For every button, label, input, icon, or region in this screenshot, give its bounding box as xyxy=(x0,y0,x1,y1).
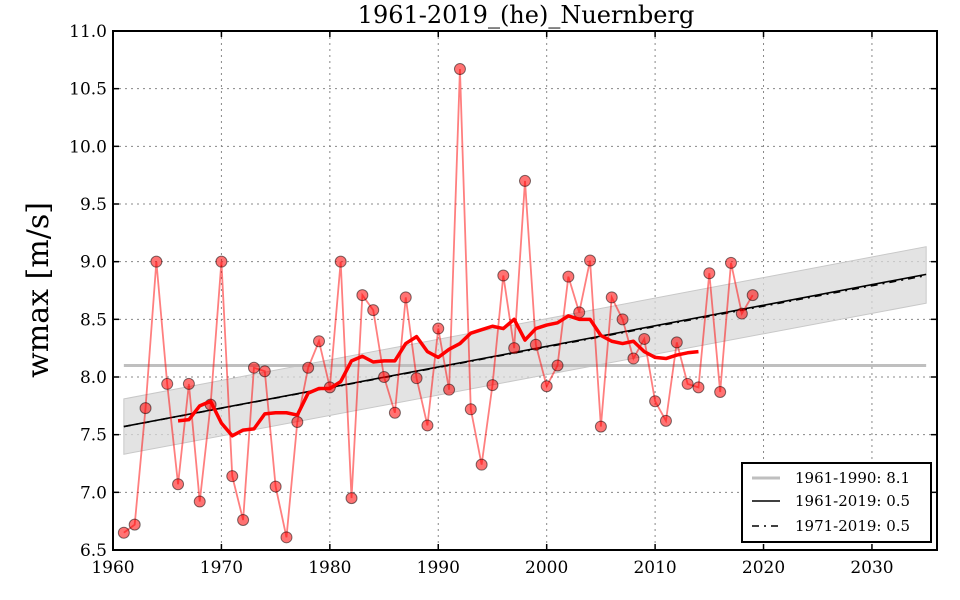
data-point xyxy=(410,372,423,385)
data-point xyxy=(269,480,282,493)
data-point xyxy=(670,336,683,349)
trend-line-1971-2019 xyxy=(123,274,927,428)
data-point xyxy=(432,322,445,335)
data-point xyxy=(356,289,369,302)
data-point xyxy=(421,419,434,432)
data-point xyxy=(443,383,456,396)
trend-layer xyxy=(123,273,927,428)
chart-title: 1961-2019_(he)_Nuernberg xyxy=(358,1,695,29)
legend-label-trend-dashed: 1971-2019: 0.5 xyxy=(795,517,910,535)
y-tick-label: 7.5 xyxy=(80,426,107,446)
y-tick-label: 6.5 xyxy=(80,541,107,561)
data-point xyxy=(475,458,488,471)
data-point xyxy=(529,338,542,351)
y-tick-label: 8.5 xyxy=(80,310,107,330)
y-axis-label: wmax [m/s] xyxy=(21,202,56,378)
data-point xyxy=(313,335,325,348)
legend-label-baseline: 1961-1990: 8.1 xyxy=(795,469,910,487)
y-tick-label: 10.5 xyxy=(69,80,107,100)
x-tick-label: 1980 xyxy=(308,558,351,578)
data-point xyxy=(291,415,304,428)
data-point xyxy=(562,270,575,283)
data-point xyxy=(746,289,759,302)
running-mean-layer xyxy=(177,314,699,438)
x-tick-label: 2030 xyxy=(850,558,893,578)
y-tick-label: 8.0 xyxy=(80,368,107,388)
y-tick-label: 7.0 xyxy=(80,483,107,503)
data-point xyxy=(258,365,271,378)
legend-label-trend-solid: 1961-2019: 0.5 xyxy=(795,492,910,510)
data-point xyxy=(725,256,737,269)
x-tick-label: 1970 xyxy=(200,558,243,578)
data-point xyxy=(226,470,239,483)
legend-box xyxy=(741,462,932,543)
data-point xyxy=(182,377,195,390)
data-point xyxy=(302,361,315,374)
y-tick-label: 11.0 xyxy=(69,22,107,42)
data-point xyxy=(399,291,412,304)
data-point xyxy=(486,379,499,392)
data-point xyxy=(161,377,174,390)
data-point xyxy=(627,352,640,365)
data-point xyxy=(388,406,401,419)
trend-line-1961-2019 xyxy=(123,273,927,428)
data-point xyxy=(594,420,607,433)
x-tick-label: 2020 xyxy=(742,558,785,578)
data-point xyxy=(193,495,206,508)
y-tick-label: 9.0 xyxy=(80,253,107,273)
data-point xyxy=(519,174,531,187)
axis-ticks: 1960 1970 1980 1990 2000 2010 2020 2030 6.5 7.0 7.… xyxy=(69,22,937,578)
data-point xyxy=(345,492,358,505)
data-point xyxy=(367,304,380,317)
data-point xyxy=(453,63,466,76)
data-point xyxy=(616,313,629,326)
x-tick-label: 1960 xyxy=(91,558,134,578)
data-point xyxy=(117,526,130,539)
x-tick-label: 2010 xyxy=(633,558,676,578)
data-point xyxy=(128,518,141,531)
data-point xyxy=(172,478,185,491)
data-point xyxy=(247,361,260,374)
data-point xyxy=(508,342,521,355)
x-tick-label: 1990 xyxy=(417,558,460,578)
data-point xyxy=(638,332,651,345)
y-tick-label: 10.0 xyxy=(69,137,107,157)
data-point xyxy=(584,254,597,267)
data-point xyxy=(540,380,553,393)
data-point xyxy=(464,403,477,416)
data-point xyxy=(605,291,618,304)
data-point xyxy=(735,307,748,320)
data-point xyxy=(551,359,564,372)
data-point xyxy=(334,255,347,268)
data-point xyxy=(681,377,694,390)
data-point xyxy=(692,381,705,394)
running-mean-line xyxy=(177,314,699,438)
data-point xyxy=(150,255,163,268)
plot-frame xyxy=(112,30,938,551)
y-tick-label: 9.5 xyxy=(80,195,107,215)
data-point xyxy=(649,395,662,408)
x-tick-label: 2000 xyxy=(525,558,568,578)
data-point xyxy=(703,267,716,280)
data-point xyxy=(497,269,510,282)
data-point xyxy=(280,531,293,544)
data-point xyxy=(378,371,391,383)
data-point xyxy=(714,385,727,398)
data-point xyxy=(215,255,228,268)
data-point xyxy=(237,514,250,527)
data-point xyxy=(573,306,586,319)
data-point xyxy=(139,402,152,415)
data-point xyxy=(659,414,672,427)
legend: 1961-1990: 8.1 1961-2019: 0.5 1971-2019:… xyxy=(741,462,932,543)
